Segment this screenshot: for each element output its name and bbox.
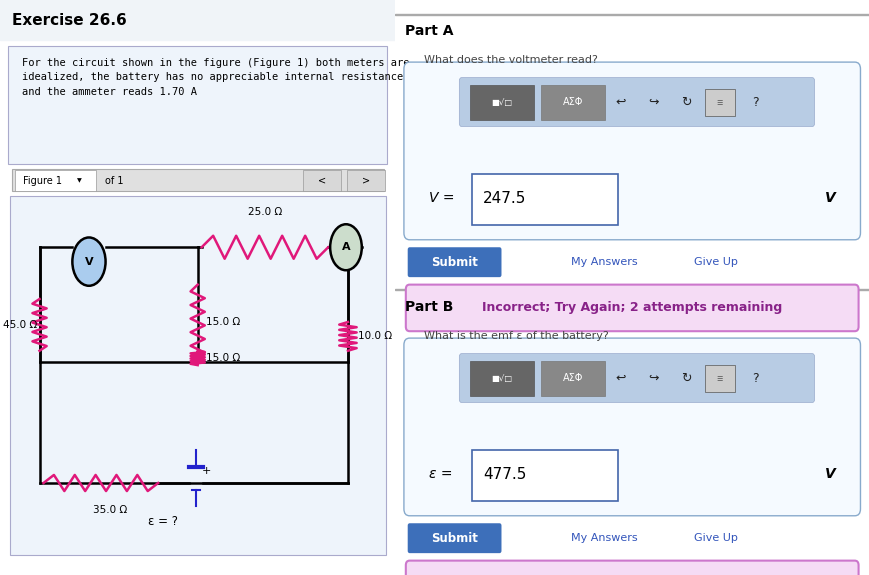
- FancyBboxPatch shape: [472, 174, 618, 225]
- Text: +: +: [202, 466, 211, 477]
- Text: V: V: [825, 191, 836, 205]
- Text: 15.0 Ω: 15.0 Ω: [207, 317, 241, 327]
- FancyBboxPatch shape: [460, 354, 814, 402]
- FancyBboxPatch shape: [406, 561, 859, 575]
- Text: V: V: [84, 256, 93, 267]
- Text: ?: ?: [752, 372, 759, 385]
- Text: ☰: ☰: [717, 100, 723, 106]
- Text: V: V: [825, 467, 836, 481]
- Bar: [0, 0, 395, 40]
- Text: V =: V =: [428, 191, 454, 205]
- Text: Part B: Part B: [405, 300, 454, 314]
- Text: ☰: ☰: [717, 376, 723, 382]
- Text: ↩: ↩: [615, 372, 626, 385]
- FancyBboxPatch shape: [406, 285, 859, 331]
- Text: 10.0 Ω: 10.0 Ω: [358, 331, 392, 342]
- FancyBboxPatch shape: [408, 523, 501, 553]
- Text: 25.0 Ω: 25.0 Ω: [248, 208, 282, 217]
- Text: ■√□: ■√□: [491, 98, 513, 107]
- Text: Incorrect; Try Again; 2 attempts remaining: Incorrect; Try Again; 2 attempts remaini…: [482, 301, 782, 314]
- Text: ↪: ↪: [648, 96, 659, 109]
- Text: For the circuit shown in the figure (Figure 1) both meters are
idealized, the ba: For the circuit shown in the figure (Fig…: [22, 58, 409, 97]
- Text: Figure 1: Figure 1: [23, 175, 62, 186]
- Text: My Answers: My Answers: [571, 533, 637, 543]
- Text: Exercise 26.6: Exercise 26.6: [12, 13, 127, 28]
- FancyBboxPatch shape: [705, 89, 735, 116]
- Text: ↻: ↻: [681, 96, 692, 109]
- FancyBboxPatch shape: [347, 170, 385, 191]
- FancyBboxPatch shape: [472, 450, 618, 501]
- FancyBboxPatch shape: [10, 196, 386, 555]
- FancyBboxPatch shape: [705, 365, 735, 392]
- Text: AΣΦ: AΣΦ: [563, 97, 583, 108]
- Text: ▼: ▼: [77, 178, 82, 183]
- Text: ↪: ↪: [648, 372, 659, 385]
- FancyBboxPatch shape: [404, 338, 860, 516]
- FancyBboxPatch shape: [404, 62, 860, 240]
- Circle shape: [330, 224, 362, 270]
- Circle shape: [72, 237, 105, 286]
- Text: ?: ?: [752, 96, 759, 109]
- Text: AΣΦ: AΣΦ: [563, 373, 583, 384]
- Text: >: >: [362, 175, 370, 186]
- FancyBboxPatch shape: [15, 170, 96, 191]
- FancyBboxPatch shape: [303, 170, 342, 191]
- Text: ↩: ↩: [615, 96, 626, 109]
- Text: ■√□: ■√□: [491, 374, 513, 383]
- FancyBboxPatch shape: [460, 78, 814, 126]
- Text: 15.0 Ω: 15.0 Ω: [207, 353, 241, 363]
- Text: 35.0 Ω: 35.0 Ω: [93, 505, 127, 515]
- Text: Give Up: Give Up: [693, 533, 738, 543]
- FancyBboxPatch shape: [541, 85, 605, 120]
- FancyBboxPatch shape: [8, 46, 388, 164]
- Text: Part A: Part A: [405, 24, 454, 38]
- Text: Submit: Submit: [431, 256, 478, 269]
- Text: of 1: of 1: [105, 175, 123, 186]
- FancyBboxPatch shape: [541, 361, 605, 396]
- Text: What is the emf ε of the battery?: What is the emf ε of the battery?: [424, 331, 608, 340]
- FancyBboxPatch shape: [408, 247, 501, 277]
- Text: 477.5: 477.5: [483, 467, 527, 482]
- Text: My Answers: My Answers: [571, 257, 637, 267]
- Bar: [395, 14, 869, 15]
- Bar: [395, 289, 869, 290]
- Text: Give Up: Give Up: [693, 257, 738, 267]
- Text: 247.5: 247.5: [483, 191, 527, 206]
- FancyBboxPatch shape: [470, 361, 534, 396]
- Text: 45.0 Ω: 45.0 Ω: [3, 320, 37, 330]
- Text: A: A: [342, 242, 350, 252]
- Text: ↻: ↻: [681, 372, 692, 385]
- FancyBboxPatch shape: [470, 85, 534, 120]
- Text: What does the voltmeter read?: What does the voltmeter read?: [424, 55, 598, 64]
- Text: <: <: [318, 175, 326, 186]
- Text: Submit: Submit: [431, 532, 478, 545]
- Text: ε =: ε =: [428, 467, 452, 481]
- Bar: [12, 169, 383, 191]
- Text: ε = ?: ε = ?: [149, 515, 178, 528]
